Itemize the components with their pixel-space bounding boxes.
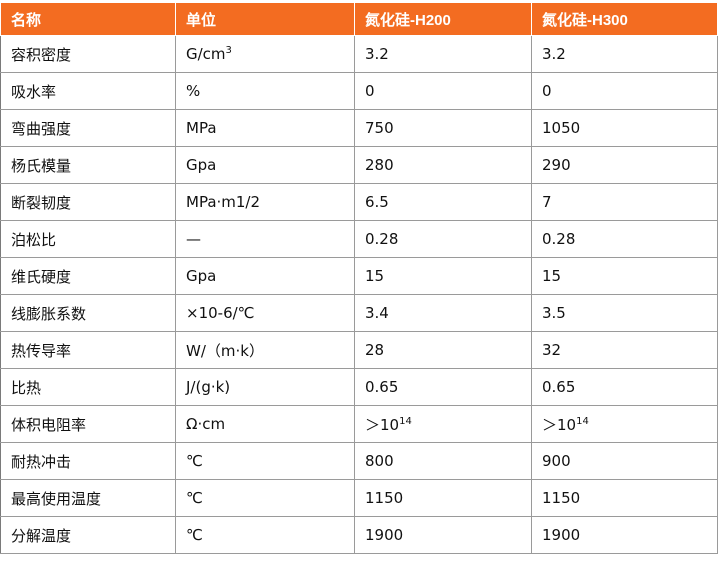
h200-value: 15 [354, 257, 532, 295]
header-h300: 氮化硅-H300 [531, 2, 718, 36]
table-row: 体积电阻率 Ω·cm ＞1014 ＞1014 [0, 405, 718, 443]
property-name: 吸水率 [0, 72, 176, 110]
h200-value: 1150 [354, 479, 532, 517]
property-unit: Gpa [175, 146, 355, 184]
table-row: 断裂韧度 MPa·m1/2 6.5 7 [0, 183, 718, 221]
h300-value: 3.2 [531, 35, 718, 73]
property-name: 耐热冲击 [0, 442, 176, 480]
property-name: 体积电阻率 [0, 405, 176, 443]
property-name: 比热 [0, 368, 176, 406]
property-name: 断裂韧度 [0, 183, 176, 221]
h300-value: 290 [531, 146, 718, 184]
property-name: 维氏硬度 [0, 257, 176, 295]
h200-value: 3.2 [354, 35, 532, 73]
h300-value: 1050 [531, 109, 718, 147]
h300-value: 3.5 [531, 294, 718, 332]
h300-value: 900 [531, 442, 718, 480]
property-unit: — [175, 220, 355, 258]
h200-value: 0.65 [354, 368, 532, 406]
exponent-superscript: 14 [399, 415, 412, 427]
table-row: 线膨胀系数 ×10-6/℃ 3.4 3.5 [0, 294, 718, 332]
h200-value: 750 [354, 109, 532, 147]
h300-value: 0.28 [531, 220, 718, 258]
table-row: 泊松比 — 0.28 0.28 [0, 220, 718, 258]
property-name: 弯曲强度 [0, 109, 176, 147]
h200-value: 6.5 [354, 183, 532, 221]
header-h200: 氮化硅-H200 [354, 2, 532, 36]
h300-value: 1150 [531, 479, 718, 517]
h300-value: 0.65 [531, 368, 718, 406]
h200-value: 1900 [354, 516, 532, 554]
property-unit: J/(g·k) [175, 368, 355, 406]
property-name: 杨氏模量 [0, 146, 176, 184]
exponent-superscript: 14 [576, 415, 589, 427]
h200-value: ＞1014 [354, 405, 532, 443]
property-name: 泊松比 [0, 220, 176, 258]
unit-superscript: 3 [225, 45, 232, 56]
property-unit: % [175, 72, 355, 110]
property-name: 分解温度 [0, 516, 176, 554]
table-row: 吸水率 % 0 0 [0, 72, 718, 110]
property-unit: Gpa [175, 257, 355, 295]
h300-value: 15 [531, 257, 718, 295]
h300-value: 1900 [531, 516, 718, 554]
table-header-row: 名称 单位 氮化硅-H200 氮化硅-H300 [0, 2, 718, 36]
header-unit: 单位 [175, 2, 355, 36]
table-row: 杨氏模量 Gpa 280 290 [0, 146, 718, 184]
property-name: 最高使用温度 [0, 479, 176, 517]
table-row: 比热 J/(g·k) 0.65 0.65 [0, 368, 718, 406]
property-unit: ×10-6/℃ [175, 294, 355, 332]
property-unit: G/cm3 [175, 35, 355, 73]
table-row: 热传导率 W/（m·k） 28 32 [0, 331, 718, 369]
property-unit: Ω·cm [175, 405, 355, 443]
h300-value: 0 [531, 72, 718, 110]
table-row: 耐热冲击 ℃ 800 900 [0, 442, 718, 480]
table-row: 容积密度 G/cm3 3.2 3.2 [0, 35, 718, 73]
property-unit: MPa·m1/2 [175, 183, 355, 221]
property-unit: ℃ [175, 479, 355, 517]
table-row: 弯曲强度 MPa 750 1050 [0, 109, 718, 147]
h200-value: 0.28 [354, 220, 532, 258]
table-row: 分解温度 ℃ 1900 1900 [0, 516, 718, 554]
h300-value: 32 [531, 331, 718, 369]
property-name: 容积密度 [0, 35, 176, 73]
property-unit: MPa [175, 109, 355, 147]
table-row: 维氏硬度 Gpa 15 15 [0, 257, 718, 295]
h200-value: 280 [354, 146, 532, 184]
property-unit: W/（m·k） [175, 331, 355, 369]
h200-value: 3.4 [354, 294, 532, 332]
properties-table: 名称 单位 氮化硅-H200 氮化硅-H300 容积密度 G/cm3 3.2 3… [0, 2, 718, 554]
property-name: 线膨胀系数 [0, 294, 176, 332]
h300-value: 7 [531, 183, 718, 221]
h200-value: 800 [354, 442, 532, 480]
h200-value: 0 [354, 72, 532, 110]
table-row: 最高使用温度 ℃ 1150 1150 [0, 479, 718, 517]
header-name: 名称 [0, 2, 176, 36]
property-unit: ℃ [175, 442, 355, 480]
property-name: 热传导率 [0, 331, 176, 369]
property-unit: ℃ [175, 516, 355, 554]
h200-value: 28 [354, 331, 532, 369]
h300-value: ＞1014 [531, 405, 718, 443]
